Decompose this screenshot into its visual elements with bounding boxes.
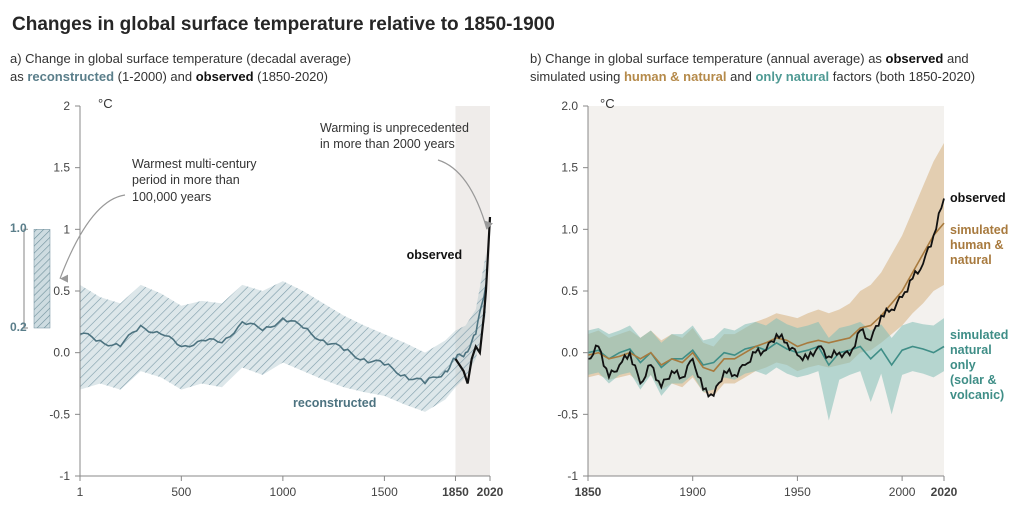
- t: (solar &: [950, 373, 997, 387]
- y-unit-b: °C: [600, 96, 615, 111]
- t: human &: [950, 238, 1003, 252]
- annot-warmest: Warmest multi-century period in more tha…: [132, 156, 257, 205]
- svg-text:1000: 1000: [270, 485, 297, 499]
- label-hn: simulated human & natural: [950, 223, 1008, 268]
- panel-a-subtitle: a) Change in global surface temperature …: [10, 50, 510, 92]
- svg-text:1500: 1500: [371, 485, 398, 499]
- svg-text:2020: 2020: [477, 485, 504, 499]
- marker-hi-label: 1.0: [10, 221, 27, 235]
- svg-text:0.5: 0.5: [561, 284, 578, 298]
- obs-word-b: observed: [886, 51, 944, 66]
- label-reconstructed: reconstructed: [293, 396, 376, 411]
- y-unit-a: °C: [98, 96, 113, 111]
- t: natural only: [950, 343, 992, 372]
- svg-text:-1: -1: [567, 469, 578, 483]
- marker-lo-label: 0.2: [10, 320, 27, 334]
- panel-a-sub-line1: a) Change in global surface temperature …: [10, 51, 351, 66]
- svg-text:2000: 2000: [889, 485, 916, 499]
- svg-text:-0.5: -0.5: [49, 407, 70, 421]
- label-nat: simulated natural only (solar & volcanic…: [950, 328, 1020, 403]
- nat-word: only natural: [755, 69, 829, 84]
- t: simulated using: [530, 69, 624, 84]
- t: factors (both 1850-2020): [829, 69, 975, 84]
- svg-text:0.5: 0.5: [53, 284, 70, 298]
- t: as: [10, 69, 27, 84]
- t: (1850-2020): [254, 69, 328, 84]
- t: natural: [950, 253, 992, 267]
- panels-row: a) Change in global surface temperature …: [10, 50, 1014, 515]
- panel-a-plot: °C 1.0 0.2 Warmest multi-century period …: [10, 100, 510, 515]
- label-observed-b: observed: [950, 191, 1006, 206]
- panel-b: b) Change in global surface temperature …: [530, 50, 1020, 515]
- panel-b-svg: -1 -0.5 0.0 0.5 1.0 1.5 2.0 1850 1900 1950 2000 202…: [530, 100, 1020, 515]
- t: (1-2000) and: [114, 69, 196, 84]
- svg-text:1850: 1850: [442, 485, 469, 499]
- svg-text:1.0: 1.0: [561, 222, 578, 236]
- annot-unprecedented: Warming is unprecedented in more than 20…: [320, 120, 469, 153]
- svg-text:2020: 2020: [931, 485, 958, 499]
- hn-word: human & natural: [624, 69, 727, 84]
- svg-text:1: 1: [63, 222, 70, 236]
- svg-text:1850: 1850: [575, 485, 602, 499]
- svg-text:1900: 1900: [679, 485, 706, 499]
- t: simulated: [950, 223, 1008, 237]
- recon-word: reconstructed: [27, 69, 114, 84]
- panel-b-subtitle: b) Change in global surface temperature …: [530, 50, 1020, 92]
- main-title: Changes in global surface temperature re…: [12, 14, 1014, 36]
- svg-text:1.5: 1.5: [53, 161, 70, 175]
- panel-a-svg: -1-0.50.00.511.5215001000150018502020: [10, 100, 510, 515]
- panel-b-plot: °C observed simulated human & natural si…: [530, 100, 1020, 515]
- svg-text:2.0: 2.0: [561, 100, 578, 113]
- figure-wrap: Changes in global surface temperature re…: [0, 0, 1024, 526]
- svg-text:2: 2: [63, 100, 70, 113]
- panel-a: a) Change in global surface temperature …: [10, 50, 510, 515]
- t: and: [727, 69, 756, 84]
- t: and: [943, 51, 968, 66]
- svg-text:1950: 1950: [784, 485, 811, 499]
- label-observed-a: observed: [407, 248, 463, 263]
- svg-text:-1: -1: [59, 469, 70, 483]
- obs-word: observed: [196, 69, 254, 84]
- t: simulated: [950, 328, 1008, 342]
- svg-text:1.5: 1.5: [561, 161, 578, 175]
- svg-text:0.0: 0.0: [53, 346, 70, 360]
- t: volcanic): [950, 388, 1004, 402]
- svg-text:500: 500: [171, 485, 191, 499]
- svg-text:0.0: 0.0: [561, 346, 578, 360]
- svg-text:-0.5: -0.5: [557, 407, 578, 421]
- t: b) Change in global surface temperature …: [530, 51, 886, 66]
- svg-text:1: 1: [77, 485, 84, 499]
